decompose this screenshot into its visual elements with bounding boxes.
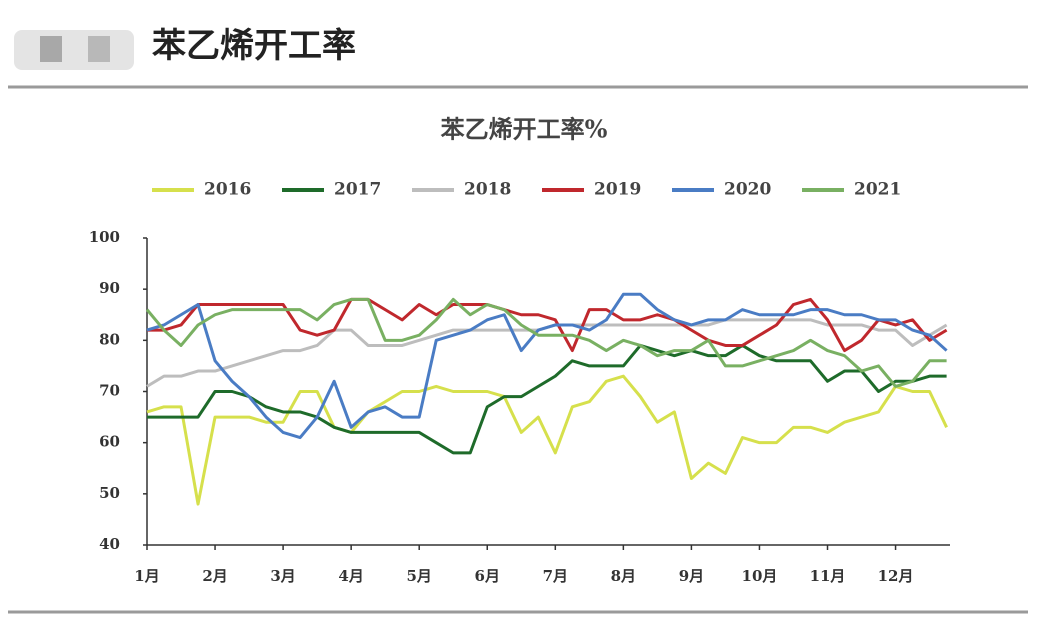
series-line <box>145 297 947 388</box>
chart-title: 苯乙烯开工率% <box>440 115 608 144</box>
x-tick-label: 5月 <box>406 567 431 585</box>
y-tick-label: 90 <box>99 279 120 297</box>
legend-label: 2018 <box>464 180 511 200</box>
x-tick-label: 10月 <box>742 567 778 585</box>
x-tick-label: 6月 <box>475 567 500 585</box>
legend-label: 2021 <box>854 180 901 200</box>
y-tick-label: 50 <box>99 484 120 502</box>
blurred-logo-part <box>88 36 110 62</box>
x-tick-label: 3月 <box>270 567 295 585</box>
x-tick-label: 12月 <box>878 567 914 585</box>
x-tick-label: 1月 <box>134 567 159 585</box>
page-title: 苯乙烯开工率 <box>152 26 356 66</box>
y-tick-label: 60 <box>99 433 120 451</box>
legend-label: 2019 <box>594 180 641 200</box>
y-tick-label: 80 <box>99 330 120 348</box>
x-tick-label: 8月 <box>611 567 636 585</box>
x-tick-label: 9月 <box>679 567 704 585</box>
x-tick-label: 11月 <box>810 567 846 585</box>
y-tick-label: 100 <box>89 228 120 246</box>
series-line <box>147 297 948 353</box>
y-tick-label: 40 <box>99 535 120 553</box>
x-tick-label: 2月 <box>202 567 227 585</box>
series-line <box>146 292 948 440</box>
legend-label: 2017 <box>334 180 381 200</box>
blurred-logo <box>14 30 134 70</box>
blurred-logo-part <box>40 36 62 62</box>
legend-label: 2016 <box>204 180 251 200</box>
x-tick-label: 4月 <box>338 567 363 585</box>
series-line <box>146 374 948 506</box>
y-tick-label: 70 <box>99 382 120 400</box>
legend-label: 2020 <box>724 180 771 200</box>
series-line <box>147 343 947 455</box>
x-tick-label: 7月 <box>543 567 568 585</box>
